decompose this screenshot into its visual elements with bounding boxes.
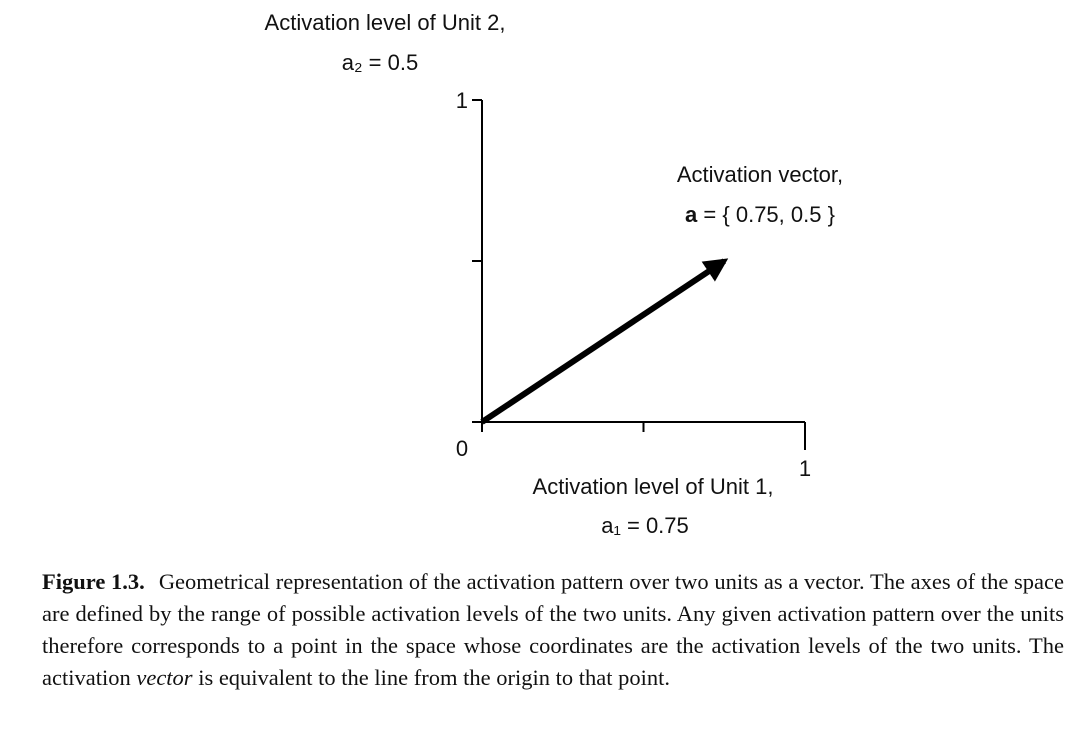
vector-symbol: a xyxy=(685,202,698,227)
y-axis-label: a₂ = 0.5 xyxy=(342,50,418,75)
x-tick-label: 0 xyxy=(456,436,468,461)
caption-text: Geometrical representation of the activa… xyxy=(42,569,1065,690)
vector-value: a = { 0.75, 0.5 } xyxy=(685,202,835,227)
x-axis-label: a₁ = 0.75 xyxy=(601,513,689,538)
vector-text: = { 0.75, 0.5 } xyxy=(703,202,835,227)
caption: Figure 1.3. Geometrical representation of… xyxy=(42,566,1064,694)
caption-label: Figure 1.3. xyxy=(42,569,145,594)
vector-label: Activation vector, xyxy=(677,162,843,187)
y-axis-label: Activation level of Unit 2, xyxy=(265,10,506,35)
y-tick-label: 1 xyxy=(456,88,468,113)
caption-emphasis: vector xyxy=(136,665,193,690)
figure: Activation level of Unit 2, a₂ = 0.5 Act… xyxy=(265,10,844,538)
activation-vector xyxy=(480,258,729,425)
x-axis-label: Activation level of Unit 1, xyxy=(533,474,774,499)
caption-text: is equivalent to the line from the origi… xyxy=(192,665,670,690)
x-tick-label: 1 xyxy=(799,456,811,481)
